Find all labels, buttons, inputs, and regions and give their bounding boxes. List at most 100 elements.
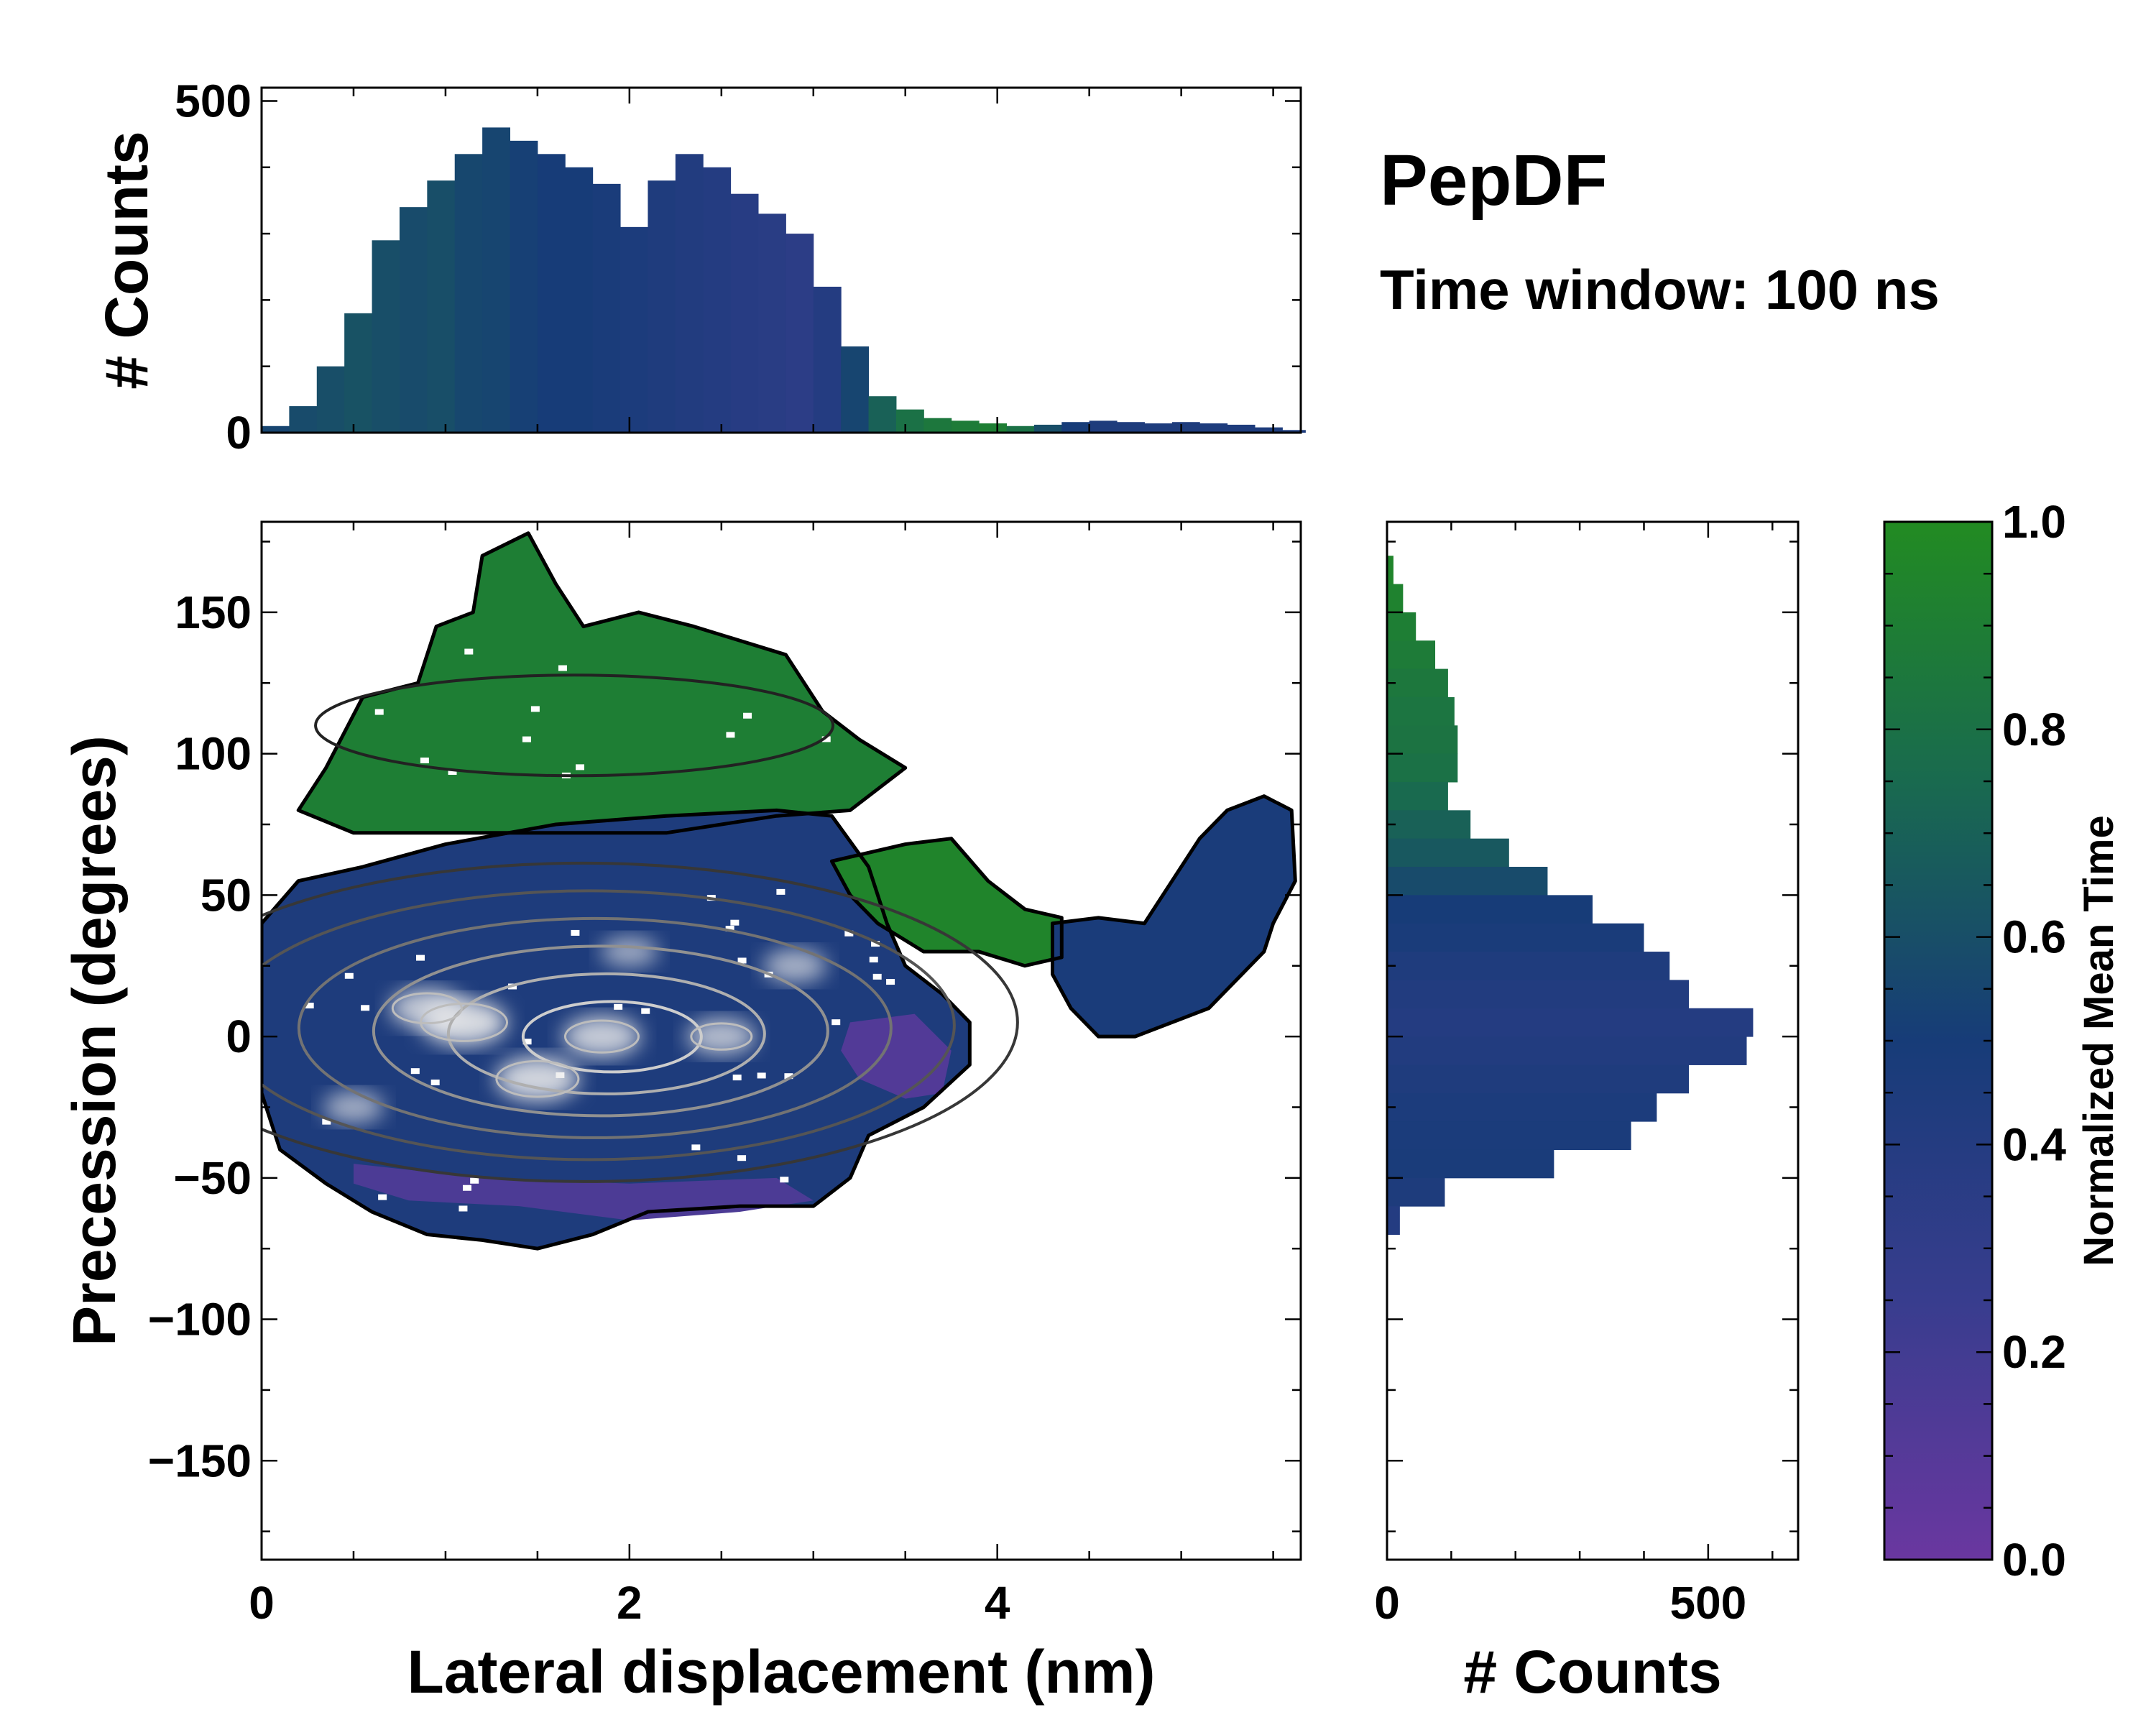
top-histogram-bar [1061, 422, 1090, 433]
heatmap-speckle [420, 757, 429, 763]
density-peak [763, 949, 827, 983]
density-peak [563, 1016, 641, 1057]
heatmap-speckle [831, 1019, 841, 1026]
heatmap-outline [1050, 794, 1297, 1039]
annotation-title: PepDF [1380, 140, 1608, 221]
heatmap-speckle [462, 1184, 471, 1191]
top-histogram-bar [620, 226, 648, 433]
heatmap-speckle [571, 929, 580, 936]
contour-peak-ring [495, 1059, 580, 1098]
heatmap-speckle [385, 645, 395, 652]
heatmap-speckle [464, 648, 474, 655]
heatmap-speckle [361, 1005, 370, 1011]
heatmap-speckle [558, 665, 567, 671]
right-histogram-bar [1387, 781, 1448, 811]
heatmap-speckle [821, 736, 831, 742]
top-histogram-bar [1033, 424, 1062, 433]
top-histogram-bar [1006, 426, 1035, 433]
density-peak [600, 937, 658, 967]
top-histogram-bar [1227, 424, 1256, 433]
main-heatmap-xtick-label: 2 [617, 1577, 642, 1629]
main-heatmap-xtick-label: 4 [985, 1577, 1010, 1629]
colorbar-tick-label: 0.2 [2002, 1326, 2066, 1378]
top-histogram-bar [675, 154, 704, 433]
main-heatmap-ticks: 0 2 4 −150 −100 −50 0 50 100 150 [148, 522, 1301, 1629]
top-histogram-bar [1199, 423, 1228, 433]
heatmap-speckle [732, 1075, 742, 1081]
top-histogram-bar [895, 409, 924, 433]
top-histogram-bar [1255, 427, 1283, 433]
top-histogram-bar [979, 423, 1008, 433]
top-histogram: 0 500 # Counts [93, 75, 1306, 459]
heatmap-outline [296, 531, 908, 835]
heatmap-speckle [530, 706, 540, 712]
heatmap-speckle [344, 972, 354, 979]
main-heatmap-xlabel: Lateral displacement (nm) [407, 1638, 1156, 1706]
right-histogram-bar [1387, 1092, 1657, 1122]
right-histogram: 0 500 # Counts [1374, 520, 1800, 1706]
top-histogram-bar [786, 234, 814, 433]
right-histogram-bar [1387, 1206, 1400, 1236]
right-histogram-bar [1387, 895, 1593, 924]
contour-ring [262, 861, 1019, 1183]
heatmap-speckle [743, 712, 752, 719]
heatmap-speckle [430, 1080, 440, 1086]
heatmap-speckle [374, 709, 384, 715]
right-histogram-ticks: 0 500 [1374, 522, 1798, 1629]
heatmap-speckle [776, 888, 786, 895]
top-histogram-bar [565, 167, 594, 433]
heatmap-region [353, 1164, 814, 1220]
heatmap-region [831, 838, 1062, 966]
top-histogram-bar [427, 180, 456, 433]
right-histogram-bar [1387, 1149, 1554, 1179]
main-heatmap-xtick-label: 0 [249, 1577, 275, 1629]
heatmap-speckle [459, 1205, 468, 1212]
right-histogram-bar [1387, 584, 1404, 613]
heatmap-speckle [784, 1073, 793, 1080]
top-histogram-ticks: 0 500 [175, 75, 1301, 459]
contour-ring [262, 889, 956, 1162]
top-histogram-bar [289, 406, 318, 433]
colorbar-tick-label: 0.0 [2002, 1534, 2066, 1586]
top-histogram-bar [703, 167, 732, 433]
top-histogram-bar [1117, 422, 1145, 433]
top-histogram-bar [510, 140, 538, 433]
right-histogram-bar [1387, 753, 1458, 783]
top-histogram-frame [260, 86, 1302, 434]
right-histogram-bar [1387, 952, 1670, 980]
top-histogram-bar [758, 213, 786, 433]
right-histogram-bar [1387, 696, 1455, 726]
heatmap-speckle [470, 1177, 479, 1184]
top-histogram-bar [482, 127, 511, 433]
heatmap-speckle [691, 1144, 701, 1151]
right-histogram-frame [1386, 520, 1800, 1561]
top-histogram-ytick-label: 0 [226, 407, 252, 459]
heatmap-speckle [844, 930, 854, 937]
heatmap-speckle [730, 919, 740, 926]
heatmap-speckle [322, 1118, 331, 1125]
heatmap-speckle [522, 736, 531, 742]
heatmap-region [298, 533, 906, 833]
heatmap-speckle [576, 764, 585, 770]
main-heatmap-ytick-label: 100 [175, 728, 252, 780]
right-histogram-bar [1387, 1121, 1631, 1150]
right-histogram-bar [1387, 810, 1471, 840]
heatmap-speckle [871, 941, 880, 947]
heatmap-speckle [305, 1003, 314, 1009]
contour-peak-ring [690, 1022, 753, 1051]
density-peak [390, 988, 465, 1029]
top-histogram-bars [262, 127, 1306, 433]
contour-ring [446, 972, 766, 1095]
colorbar-ticks: 0.0 0.2 0.4 0.6 0.8 1.0 [1884, 496, 2066, 1586]
heatmap-speckle [780, 1177, 789, 1183]
density-highlights [323, 937, 827, 1123]
top-histogram-bar [1278, 430, 1306, 433]
top-histogram-bar [648, 180, 676, 433]
colorbar-fill [1884, 522, 1992, 1560]
heatmap-speckle [906, 1157, 916, 1164]
density-peak [495, 1057, 579, 1102]
colorbar-label: Normalized Mean Time [2076, 815, 2122, 1266]
main-heatmap-ytick-label: 50 [201, 869, 252, 921]
contour-peak-ring [391, 992, 463, 1025]
